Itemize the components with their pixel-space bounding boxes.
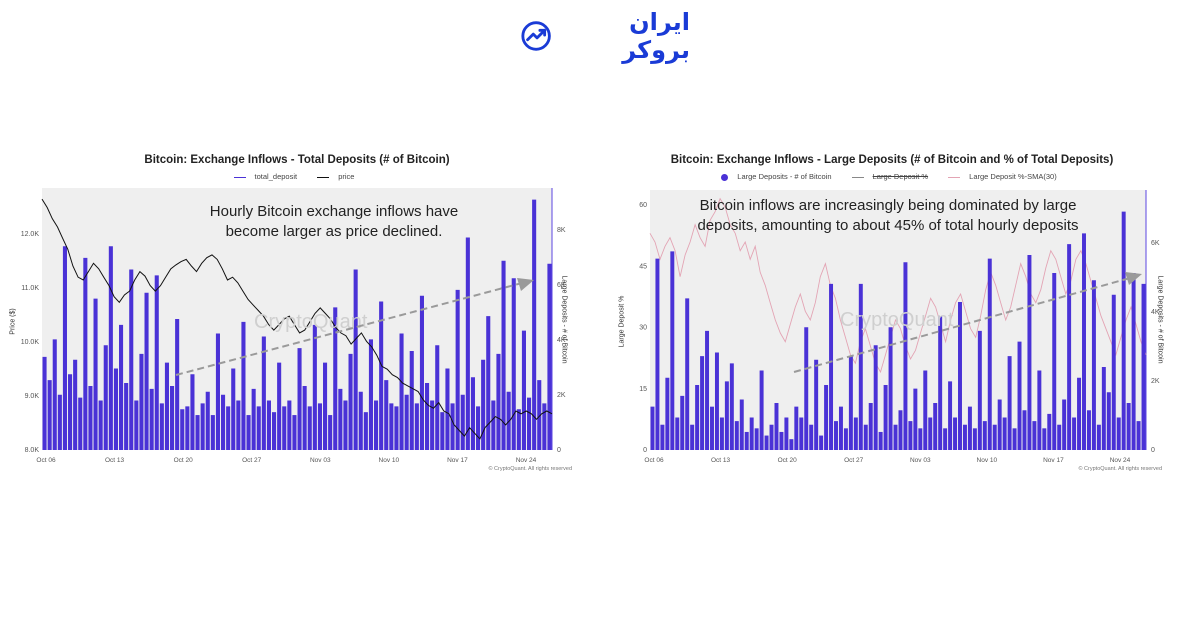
left-axis-ticks: 60 45 30 15 0 bbox=[639, 202, 647, 454]
y-axis-label-left: Price ($) bbox=[9, 308, 17, 335]
y-tick-label-left: 11.0K bbox=[21, 285, 39, 292]
chart-legend: Large Deposits - # of Bitcoin Large Depo… bbox=[618, 172, 1166, 181]
large-deposit-series bbox=[650, 211, 1146, 450]
chart-growth-icon bbox=[521, 21, 551, 51]
y-tick-label-right: 4K bbox=[1151, 309, 1160, 316]
x-tick-label: Nov 24 bbox=[516, 457, 537, 464]
x-tick-label: Oct 13 bbox=[711, 457, 731, 464]
legend-item-large-deposit-pct[interactable]: Large Deposit % bbox=[851, 172, 934, 181]
x-tick-label: Oct 27 bbox=[844, 457, 864, 464]
plot-area: CryptoQuant Oct 06 Oct 13 Oct 20 Oct 27 Nov … bbox=[639, 190, 1160, 464]
chart-annotation: Bitcoin inflows are increasingly being d… bbox=[658, 196, 1118, 236]
y-tick-label-left: 60 bbox=[639, 202, 647, 209]
trend-arrow-head bbox=[517, 278, 534, 291]
x-tick-label: Nov 17 bbox=[447, 457, 468, 464]
annotation-line: Hourly Bitcoin exchange inflows have bbox=[209, 203, 459, 220]
y-tick-label-right: 2K bbox=[557, 392, 566, 399]
y-tick-label-left: 45 bbox=[639, 263, 647, 270]
annotation-line: deposits, amounting to about 45% of tota… bbox=[697, 217, 1079, 234]
y-tick-label-left: 0 bbox=[643, 447, 647, 454]
watermark: CryptoQuant bbox=[840, 309, 954, 331]
chart-legend: total_deposit price bbox=[14, 172, 580, 181]
legend-item-total-deposit[interactable]: total_deposit bbox=[233, 172, 304, 181]
y-tick-label-right: 0 bbox=[1151, 447, 1155, 454]
y-tick-label-left: 10.0K bbox=[21, 339, 40, 346]
left-axis-ticks: 12.0K 11.0K 10.0K 9.0K 8.0K bbox=[21, 231, 40, 454]
y-tick-label-left: 8.0K bbox=[25, 447, 40, 454]
y-tick-label-right: 6K bbox=[1151, 240, 1160, 247]
legend-item-price[interactable]: price bbox=[317, 172, 360, 181]
legend-label: Large Deposit %-SMA(30) bbox=[969, 172, 1057, 181]
x-tick-label: Oct 06 bbox=[36, 457, 56, 464]
y-tick-label-left: 30 bbox=[639, 325, 647, 332]
legend-label: Large Deposits - # of Bitcoin bbox=[737, 172, 832, 181]
x-tick-label: Oct 13 bbox=[105, 457, 125, 464]
x-tick-label: Nov 24 bbox=[1110, 457, 1131, 464]
y-tick-label-left: 12.0K bbox=[21, 231, 40, 238]
trend-arrow-head bbox=[1125, 272, 1142, 285]
trend-arrow-line bbox=[175, 282, 523, 376]
price-line bbox=[41, 198, 553, 440]
large-deposit-pct-line bbox=[649, 197, 1147, 374]
logo-text: ایران بروکر bbox=[622, 8, 690, 64]
chart-credit: © CryptoQuant. All rights reserved bbox=[1078, 466, 1162, 472]
x-tick-label: Nov 03 bbox=[310, 457, 331, 464]
y-tick-label-left: 15 bbox=[639, 386, 647, 393]
deposit-series bbox=[42, 199, 552, 450]
legend-label: total_deposit bbox=[254, 172, 298, 181]
x-axis-ticks: Oct 06 Oct 13 Oct 20 Oct 27 Nov 03 Nov 10 Nov … bbox=[36, 457, 536, 464]
annotation-line: become larger as price declined. bbox=[225, 223, 443, 240]
x-tick-label: Oct 06 bbox=[644, 457, 664, 464]
y-tick-label-left: 9.0K bbox=[25, 393, 40, 400]
legend-label: price bbox=[338, 172, 355, 181]
x-tick-label: Oct 20 bbox=[778, 457, 798, 464]
chart-credit: © CryptoQuant. All rights reserved bbox=[488, 466, 572, 472]
x-tick-label: Oct 27 bbox=[242, 457, 262, 464]
x-tick-label: Nov 03 bbox=[910, 457, 931, 464]
x-axis-ticks: Oct 06 Oct 13 Oct 20 Oct 27 Nov 03 Nov 10 Nov … bbox=[644, 457, 1130, 464]
right-axis-ticks: 8K 6K 4K 2K 0 bbox=[557, 227, 566, 454]
y-tick-label-right: 4K bbox=[557, 337, 566, 344]
x-tick-label: Oct 20 bbox=[174, 457, 194, 464]
trend-arrow-line bbox=[793, 277, 1131, 373]
legend-item-large-deposits[interactable]: Large Deposits - # of Bitcoin bbox=[721, 172, 837, 181]
y-tick-label-right: 6K bbox=[557, 282, 566, 289]
broker-logo[interactable]: ایران بروکر bbox=[520, 8, 690, 64]
annotation-line: Bitcoin inflows are increasingly being d… bbox=[699, 197, 1077, 214]
total-deposits-chart: Bitcoin: Exchange Inflows - Total Deposi… bbox=[10, 150, 580, 480]
x-tick-label: Nov 10 bbox=[379, 457, 400, 464]
right-axis-ticks: 6K 4K 2K 0 bbox=[1151, 240, 1160, 454]
y-axis-label-right: Large Deposits - # of Bitcoin bbox=[560, 275, 568, 364]
y-tick-label-right: 0 bbox=[557, 447, 561, 454]
x-tick-label: Nov 10 bbox=[977, 457, 998, 464]
chart-annotation: Hourly Bitcoin exchange inflows have bec… bbox=[164, 202, 504, 242]
y-axis-label-right: Large Deposits - # of Bitcoin bbox=[1156, 275, 1164, 364]
x-tick-label: Nov 17 bbox=[1043, 457, 1064, 464]
chart-title: Bitcoin: Exchange Inflows - Large Deposi… bbox=[670, 154, 1114, 166]
legend-item-large-deposit-sma[interactable]: Large Deposit %-SMA(30) bbox=[948, 172, 1063, 181]
y-tick-label-right: 2K bbox=[1151, 378, 1160, 385]
y-axis-label-left: Large Deposit % bbox=[618, 295, 626, 348]
legend-label: Large Deposit % bbox=[872, 172, 929, 181]
plot-area: CryptoQuant Oct 06 Oct 13 Oct 20 Oct 27 Nov … bbox=[21, 188, 566, 464]
y-tick-label-right: 8K bbox=[557, 227, 566, 234]
chart-title: Bitcoin: Exchange Inflows - Total Deposi… bbox=[144, 154, 450, 166]
watermark: CryptoQuant bbox=[254, 311, 368, 333]
large-deposits-chart: Bitcoin: Exchange Inflows - Large Deposi… bbox=[618, 150, 1166, 480]
